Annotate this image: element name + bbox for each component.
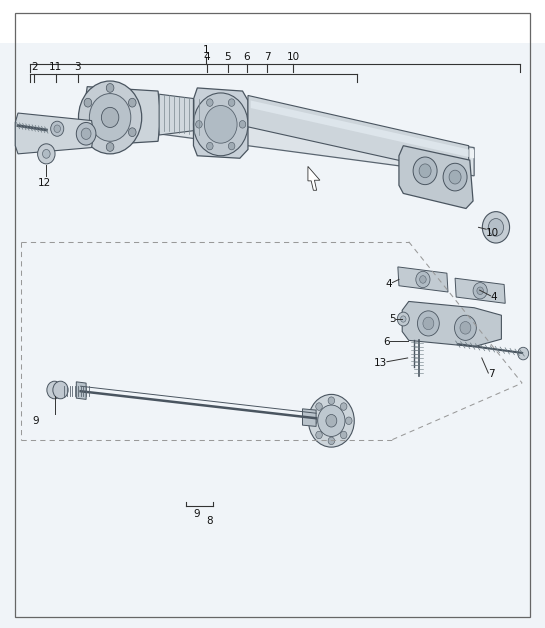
Circle shape: [47, 381, 62, 399]
Circle shape: [443, 163, 467, 191]
Circle shape: [326, 414, 337, 427]
Circle shape: [207, 99, 213, 106]
Circle shape: [311, 417, 317, 425]
Polygon shape: [398, 267, 448, 292]
Circle shape: [488, 219, 504, 236]
Circle shape: [460, 322, 471, 334]
Polygon shape: [193, 88, 248, 158]
Polygon shape: [248, 95, 469, 176]
Circle shape: [81, 128, 91, 139]
Text: 7: 7: [264, 52, 270, 62]
Polygon shape: [136, 102, 474, 158]
Text: 6: 6: [244, 52, 250, 62]
Circle shape: [318, 405, 345, 436]
Text: 5: 5: [225, 52, 231, 62]
Polygon shape: [302, 409, 316, 426]
Circle shape: [106, 143, 114, 151]
Circle shape: [53, 381, 68, 399]
Circle shape: [78, 81, 142, 154]
Circle shape: [89, 94, 131, 141]
Circle shape: [207, 143, 213, 150]
Circle shape: [416, 271, 430, 288]
Circle shape: [328, 437, 335, 445]
Text: 3: 3: [75, 62, 81, 72]
Circle shape: [417, 311, 439, 336]
Text: 8: 8: [206, 516, 213, 526]
Polygon shape: [15, 113, 94, 154]
Text: 4: 4: [386, 279, 392, 289]
Text: 10: 10: [287, 52, 300, 62]
Circle shape: [518, 347, 529, 360]
Circle shape: [129, 99, 136, 107]
Polygon shape: [106, 99, 474, 176]
Polygon shape: [402, 301, 501, 347]
Bar: [0, 0, 545, 43]
Circle shape: [106, 84, 114, 92]
Circle shape: [228, 99, 235, 106]
Polygon shape: [455, 278, 505, 303]
Circle shape: [43, 149, 50, 158]
Circle shape: [482, 212, 510, 243]
Circle shape: [84, 99, 92, 107]
Circle shape: [51, 121, 64, 136]
Text: 10: 10: [486, 228, 499, 238]
Circle shape: [413, 157, 437, 185]
Text: 9: 9: [32, 416, 39, 426]
Circle shape: [204, 106, 237, 143]
Circle shape: [129, 128, 136, 137]
Polygon shape: [251, 100, 469, 157]
Polygon shape: [83, 87, 161, 146]
Polygon shape: [308, 166, 320, 190]
Circle shape: [316, 431, 322, 439]
Circle shape: [401, 316, 406, 322]
Text: 5: 5: [389, 314, 396, 324]
Text: 4: 4: [490, 292, 497, 302]
Circle shape: [420, 276, 426, 283]
Circle shape: [328, 397, 335, 404]
Circle shape: [455, 315, 476, 340]
Text: 4: 4: [204, 52, 210, 62]
Polygon shape: [76, 382, 86, 399]
Circle shape: [473, 283, 487, 299]
Text: 1: 1: [203, 45, 209, 55]
Circle shape: [76, 122, 96, 145]
Circle shape: [346, 417, 352, 425]
Circle shape: [419, 164, 431, 178]
Text: 7: 7: [488, 369, 495, 379]
Circle shape: [193, 93, 248, 156]
Circle shape: [84, 128, 92, 137]
Circle shape: [239, 121, 246, 128]
Polygon shape: [399, 146, 473, 208]
Circle shape: [449, 170, 461, 184]
Circle shape: [316, 403, 322, 410]
Circle shape: [196, 121, 202, 128]
Circle shape: [38, 144, 55, 164]
Text: 9: 9: [193, 509, 200, 519]
Circle shape: [423, 317, 434, 330]
Polygon shape: [159, 94, 199, 135]
Circle shape: [54, 125, 60, 133]
Circle shape: [341, 431, 347, 439]
Circle shape: [101, 107, 119, 127]
Circle shape: [228, 143, 235, 150]
Text: 13: 13: [374, 358, 387, 368]
Circle shape: [308, 394, 354, 447]
Text: 12: 12: [38, 178, 51, 188]
Text: 11: 11: [49, 62, 62, 72]
Text: 6: 6: [384, 337, 390, 347]
Circle shape: [397, 312, 409, 326]
Circle shape: [477, 287, 483, 295]
Circle shape: [341, 403, 347, 410]
Text: 2: 2: [31, 62, 38, 72]
